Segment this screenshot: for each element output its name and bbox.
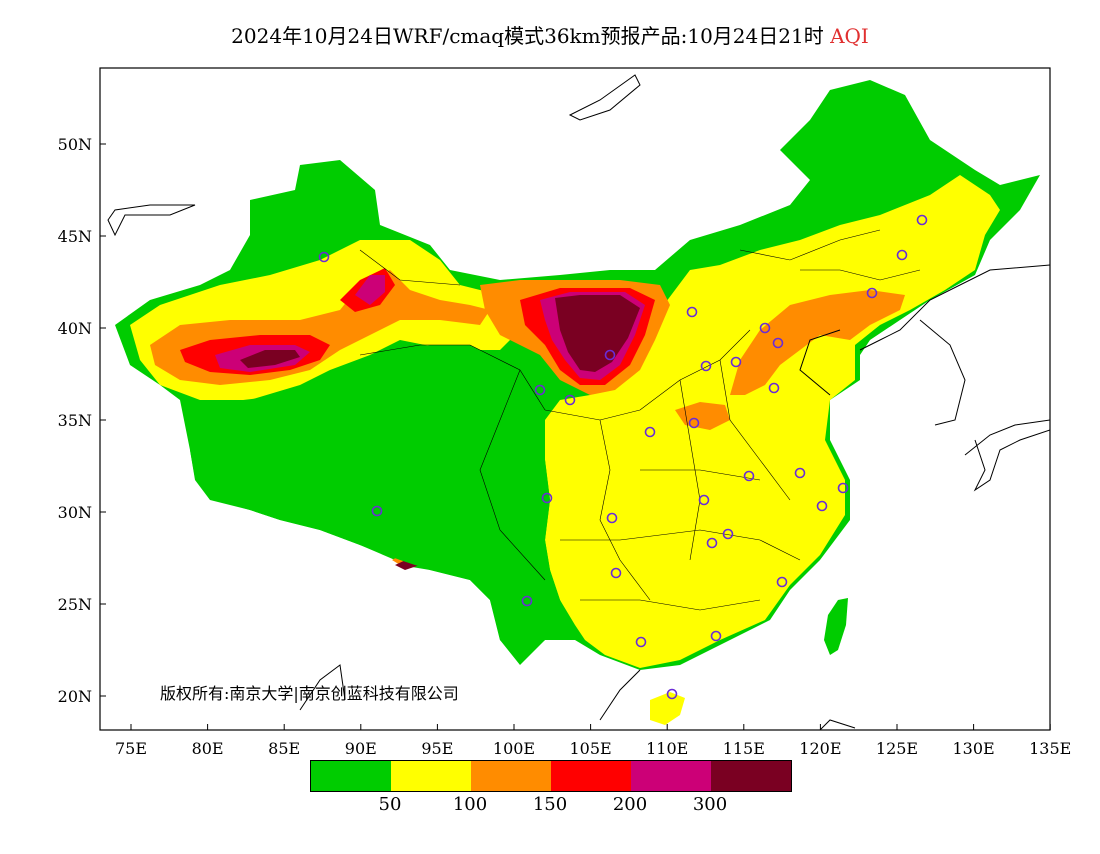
coastlines	[107, 74, 1050, 730]
station-marker	[610, 567, 622, 579]
station-marker	[686, 306, 698, 318]
station-marker	[816, 500, 828, 512]
station-marker	[706, 537, 718, 549]
station-marker	[606, 512, 618, 524]
station-markers	[318, 214, 928, 700]
legend-swatch	[631, 761, 711, 791]
legend-swatch	[311, 761, 391, 791]
legend-label: 50	[378, 794, 402, 815]
aqi-legend	[310, 760, 792, 792]
lon-tick-label: 135E	[1029, 739, 1071, 758]
station-marker	[772, 337, 784, 349]
copyright-text: 版权所有:南京大学|南京创蓝科技有限公司	[160, 684, 459, 703]
lat-tick-label: 45N	[58, 227, 92, 246]
legend-swatch	[711, 761, 791, 791]
region-hazardous-north	[555, 295, 640, 372]
legend-swatch	[391, 761, 471, 791]
legend-swatch	[551, 761, 631, 791]
station-marker	[837, 482, 849, 494]
lon-tick-label: 80E	[192, 739, 224, 758]
station-marker	[722, 528, 734, 540]
station-marker	[743, 470, 755, 482]
region-sensitive-northeast	[730, 290, 905, 395]
lon-tick-label: 75E	[115, 739, 147, 758]
station-marker	[688, 417, 700, 429]
station-marker	[768, 382, 780, 394]
legend-label: 100	[452, 794, 488, 815]
region-very-unhealthy-hotspot	[355, 275, 385, 305]
station-marker	[635, 636, 647, 648]
station-marker	[541, 492, 553, 504]
station-marker	[318, 251, 330, 263]
lon-tick-label: 105E	[569, 739, 611, 758]
station-marker	[666, 688, 678, 700]
station-marker	[564, 394, 576, 406]
region-moderate-east	[545, 175, 1000, 668]
station-marker	[521, 595, 533, 607]
legend-swatch	[471, 761, 551, 791]
station-marker	[371, 505, 383, 517]
region-hazardous-northwest	[240, 350, 300, 368]
province-borders	[359, 229, 921, 611]
lon-tick-label: 110E	[646, 739, 688, 758]
lon-tick-label: 130E	[952, 739, 994, 758]
lat-tick-label: 25N	[58, 595, 92, 614]
lon-tick-label: 115E	[723, 739, 765, 758]
region-moderate-hainan	[650, 692, 685, 725]
station-marker	[896, 249, 908, 261]
lon-tick-label: 125E	[876, 739, 918, 758]
map-frame	[99, 67, 1051, 731]
lat-tick-label: 20N	[58, 687, 92, 706]
lon-tick-label: 95E	[421, 739, 453, 758]
latitude-axis: 50N 45N 40N 35N 30N 25N 20N	[58, 135, 106, 706]
station-marker	[866, 287, 878, 299]
station-marker	[794, 467, 806, 479]
lon-tick-label: 85E	[268, 739, 300, 758]
legend-label: 200	[612, 794, 648, 815]
map-title: 2024年10月24日WRF/cmaq模式36km预报产品:10月24日21时 …	[0, 20, 1100, 49]
lat-tick-label: 35N	[58, 411, 92, 430]
station-marker	[776, 576, 788, 588]
legend-label: 150	[532, 794, 568, 815]
station-marker	[604, 349, 616, 361]
legend-label: 300	[692, 794, 728, 815]
region-good-tibet	[190, 345, 575, 660]
station-marker	[698, 494, 710, 506]
title-variable: AQI	[830, 24, 869, 48]
station-marker	[730, 356, 742, 368]
lat-tick-label: 50N	[58, 135, 92, 154]
longitude-axis: 75E 80E 85E 90E 95E 100E 105E 110E 115E 120E 125E 1…	[115, 724, 1071, 758]
station-marker	[534, 384, 546, 396]
title-main: 2024年10月24日WRF/cmaq模式36km预报产品:10月24日21时	[231, 24, 824, 48]
station-marker	[759, 322, 771, 334]
lat-tick-label: 30N	[58, 503, 92, 522]
aqi-legend-labels: 50 100 150 200 300	[0, 794, 1100, 816]
aqi-field	[115, 80, 1040, 725]
lon-tick-label: 90E	[345, 739, 377, 758]
lon-tick-label: 120E	[799, 739, 841, 758]
station-marker	[916, 214, 928, 226]
lat-tick-label: 40N	[58, 319, 92, 338]
station-marker	[710, 630, 722, 642]
station-marker	[700, 360, 712, 372]
region-good-taiwan	[824, 598, 848, 655]
station-marker	[644, 426, 656, 438]
lon-tick-label: 100E	[493, 739, 535, 758]
